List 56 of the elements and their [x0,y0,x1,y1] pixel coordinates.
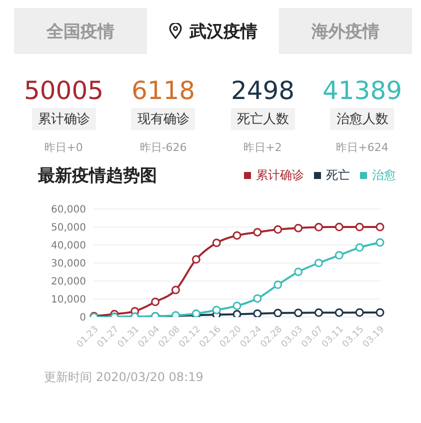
point [253,228,262,236]
point [171,286,180,294]
y-tick-label: 30,000 [51,258,86,270]
point [212,238,221,248]
y-tick-label: 60,000 [51,204,86,216]
point [314,258,323,268]
point [232,302,242,310]
point [355,222,364,232]
legend-label: 治愈 [371,166,396,184]
text: 海外疫情 [312,20,380,42]
text: 6118 [131,76,196,106]
point [192,255,200,264]
point [294,308,303,317]
text: 现有确诊 [131,108,196,130]
point [151,298,160,306]
text: 41389 [322,76,402,106]
point [355,308,364,317]
text: 昨日+2 [244,140,282,155]
point [355,243,364,252]
legend-label: 累计确诊 [255,166,304,184]
text: 昨日+0 [44,140,83,155]
text: 全国疫情 [46,20,114,42]
text: 50005 [24,76,104,106]
point [253,309,262,317]
point [314,222,323,232]
point [376,308,384,317]
point [294,268,303,276]
point [334,308,344,317]
point [294,224,303,232]
text: 2498 [230,76,295,106]
text: 死亡人数 [230,108,295,130]
point [334,222,344,232]
point [232,310,242,317]
point [334,251,344,260]
text: 武汉疫情 [190,20,258,42]
point [212,306,221,314]
text: 累计确诊 [32,108,96,130]
point [314,308,323,317]
y-tick-label: 50,000 [51,222,86,234]
point [274,280,282,290]
point [376,238,384,247]
text: 治愈人数 [330,108,394,130]
point [253,294,262,303]
text: 更新时间 2020/03/20 08:19 [43,369,204,386]
point [274,308,282,317]
y-tick-label: 10,000 [51,294,86,306]
point [376,222,384,232]
point [274,225,282,234]
text: 昨日-626 [140,140,187,155]
chart-title: 最新疫情趋势图 [38,164,157,186]
y-tick-label: 40,000 [51,240,86,252]
y-tick-label: 0 [80,312,86,324]
y-tick-label: 20,000 [51,276,86,288]
point [232,231,242,240]
text: 昨日+624 [336,140,388,155]
legend-label: 死亡 [325,166,350,184]
